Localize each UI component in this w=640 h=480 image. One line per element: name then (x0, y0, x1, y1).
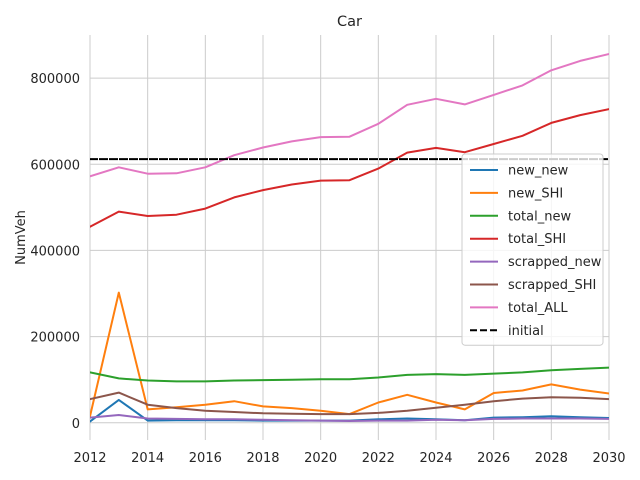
y-tick-label: 0 (72, 417, 80, 432)
y-tick-labels: 0 200000 400000 600000 800000 (30, 72, 80, 432)
series-line-scrapped-new (90, 414, 609, 422)
x-tick-label: 2030 (592, 451, 625, 466)
legend-label: new_new (508, 164, 569, 179)
x-tick-label: 2020 (304, 451, 337, 466)
legend-label: scrapped_new (508, 255, 602, 270)
chart-title: Car (337, 14, 362, 30)
y-tick-label: 200000 (30, 331, 80, 346)
legend-label: total_ALL (508, 301, 568, 316)
x-tick-label: 2014 (131, 451, 164, 466)
x-tick-label: 2012 (73, 451, 106, 466)
x-tick-label: 2018 (246, 451, 279, 466)
legend-label: scrapped_SHI (508, 278, 596, 293)
series-line-scrapped-shi (90, 391, 609, 416)
series-line-total-shi (90, 108, 609, 228)
x-tick-label: 2028 (535, 451, 568, 466)
legend-box (461, 153, 604, 346)
series-line-total-all (90, 52, 609, 178)
x-tick-label: 2016 (189, 451, 222, 466)
series-line-total-new (90, 366, 609, 383)
x-tick-label: 2024 (419, 451, 452, 466)
y-tick-label: 400000 (30, 244, 80, 259)
legend-label: total_SHI (508, 232, 566, 247)
y-axis-title: NumVeh (14, 210, 29, 265)
legend-label: total_new (508, 209, 571, 224)
legend-label: initial (508, 324, 544, 339)
x-tick-labels: 2012 2014 2016 2018 2020 2022 2024 2026 2028 2030 (73, 451, 625, 466)
legend: new_new new_SHI total_new total_SHI scrapped… (461, 153, 604, 346)
y-tick-label: 600000 (30, 158, 80, 173)
x-tick-label: 2026 (477, 451, 510, 466)
legend-label: new_SHI (508, 186, 563, 201)
y-tick-label: 800000 (30, 72, 80, 87)
x-tick-label: 2022 (362, 451, 395, 466)
